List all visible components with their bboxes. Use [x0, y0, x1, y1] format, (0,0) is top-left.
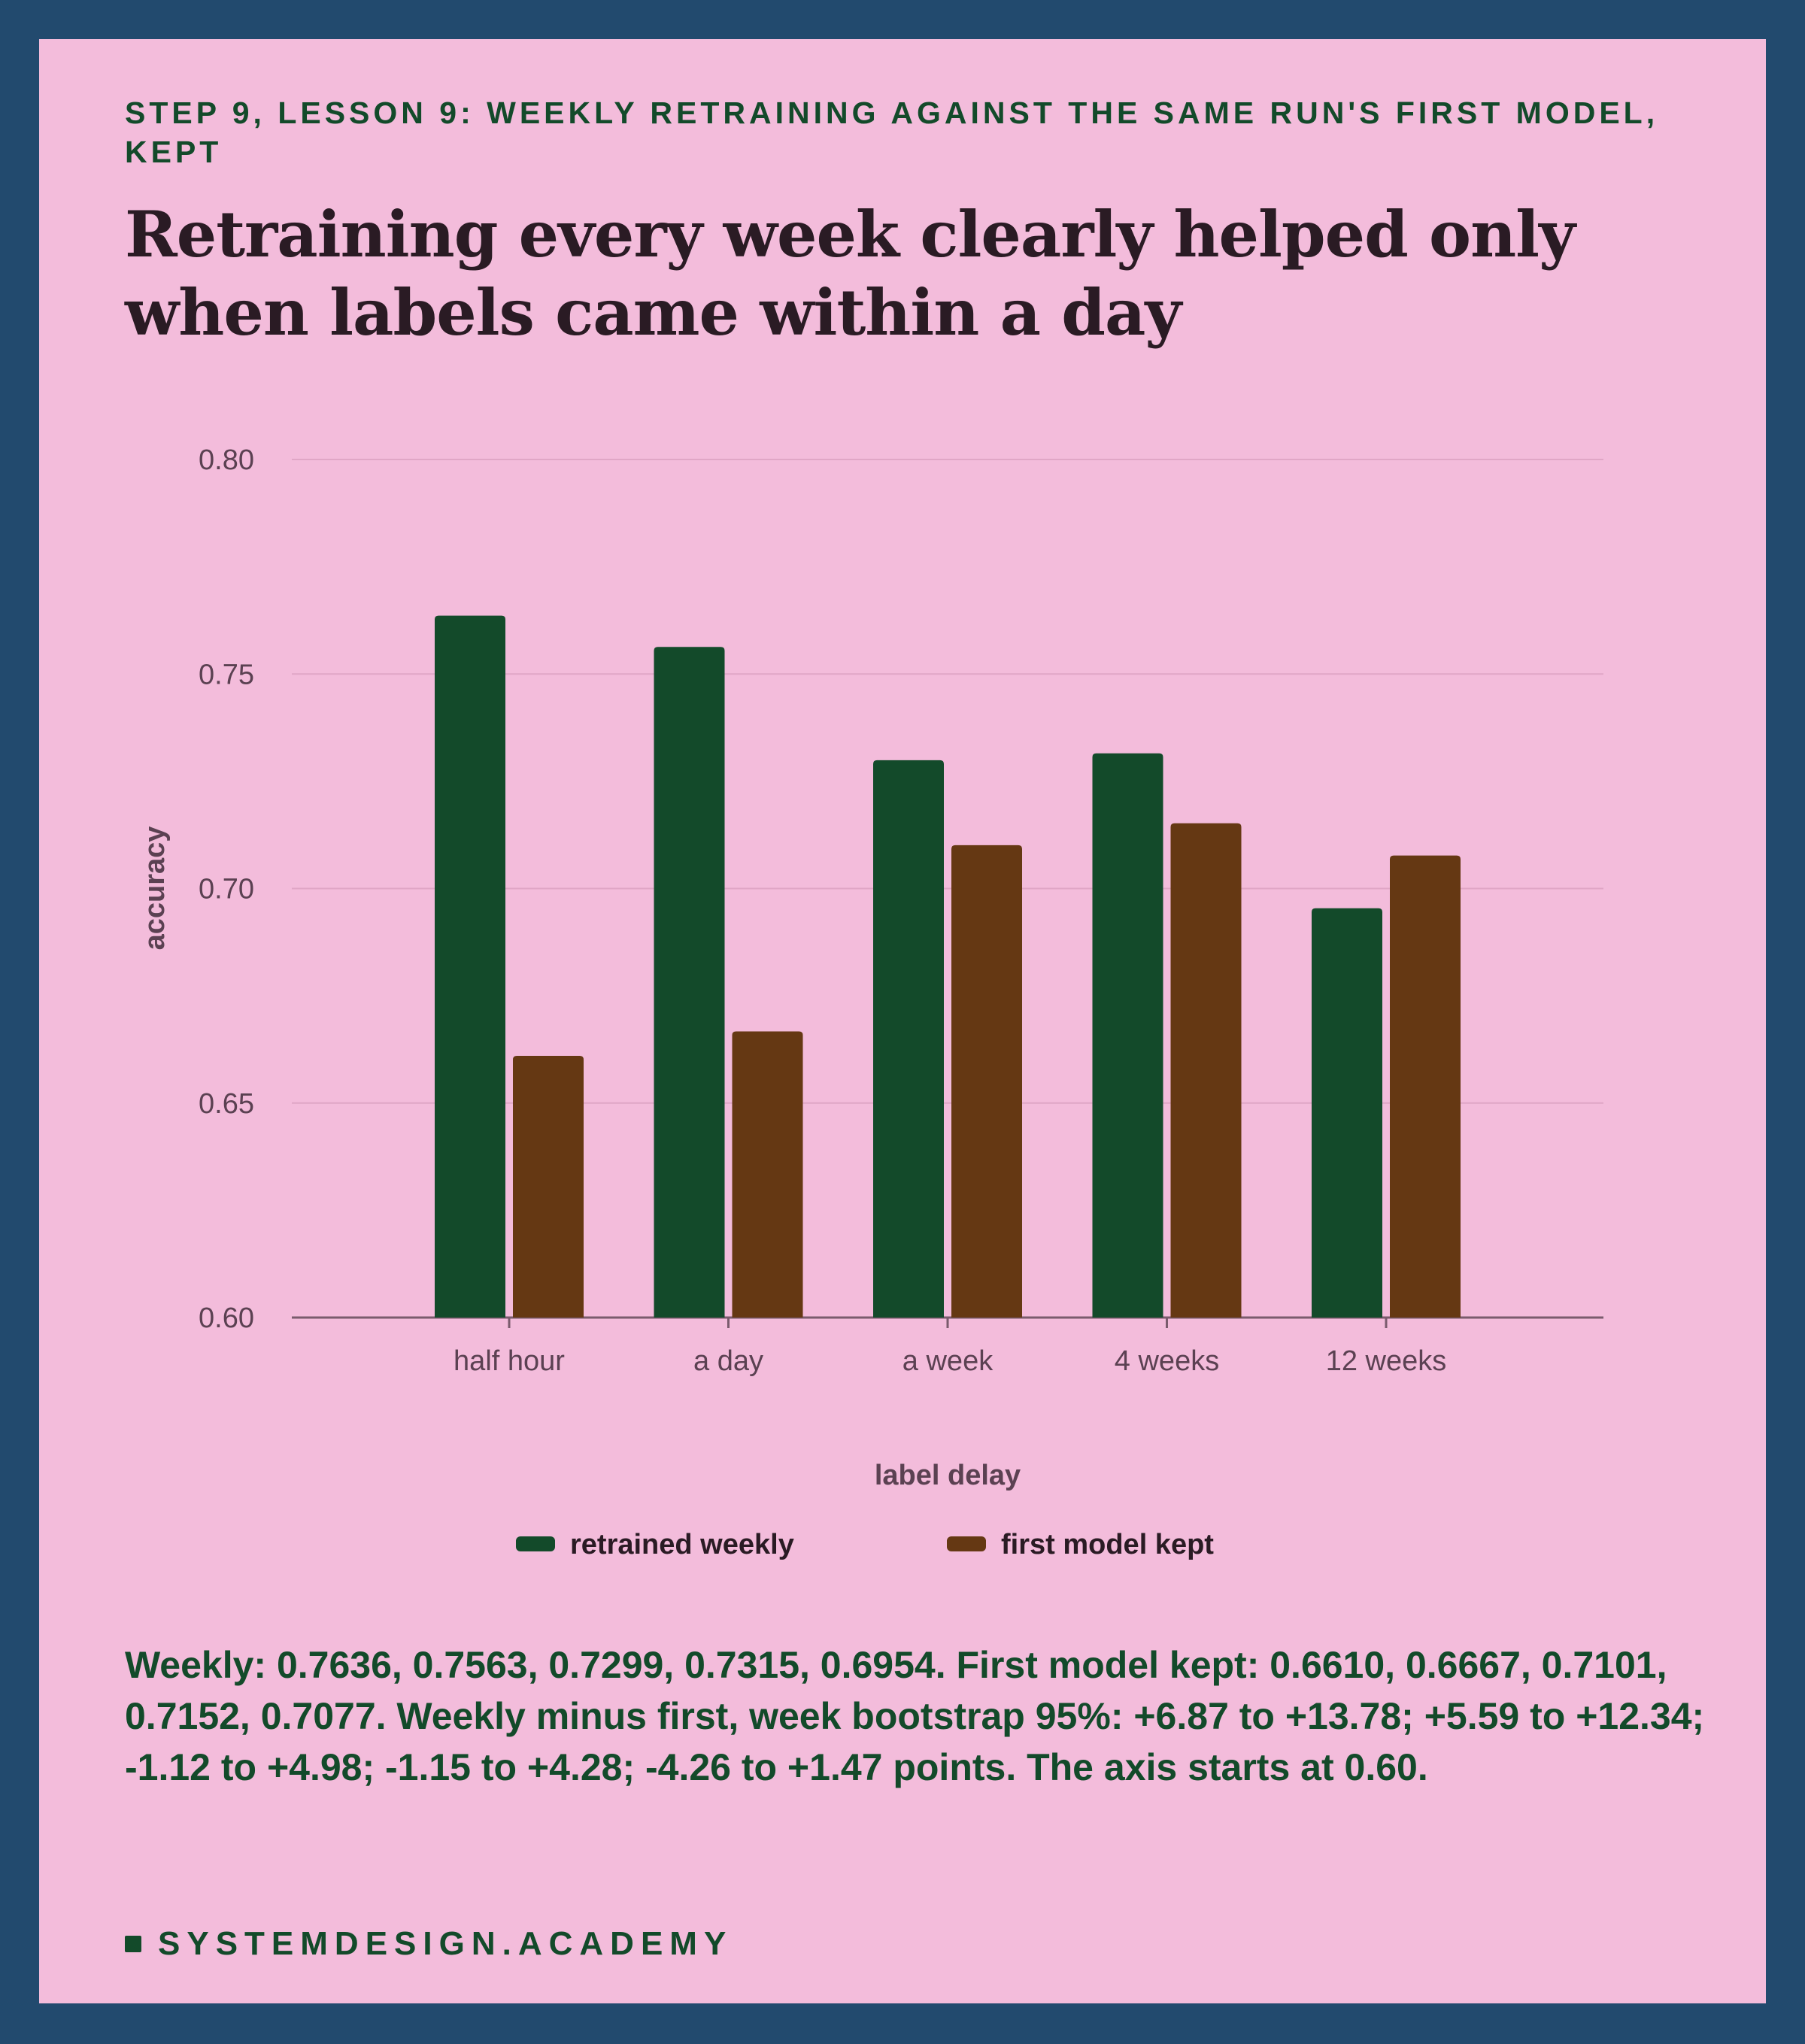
x-tick-label: half hour — [454, 1345, 565, 1377]
chart-card: STEP 9, LESSON 9: WEEKLY RETRAINING AGAI… — [39, 39, 1766, 2003]
bar-first-model-kept — [1390, 855, 1461, 1318]
y-tick-label: 0.75 — [199, 659, 254, 690]
bar-retrained-weekly — [1092, 753, 1163, 1318]
caption-text: Weekly: 0.7636, 0.7563, 0.7299, 0.7315, … — [125, 1644, 1705, 1788]
bar-first-model-kept — [732, 1031, 803, 1318]
chart-title: Retraining every week clearly helped onl… — [125, 197, 1576, 350]
bars — [435, 615, 1461, 1318]
bar-chart: 0.60 0.65 0.70 0.75 0.80 half hour a day a wee… — [139, 444, 1603, 1560]
x-axis-title: label delay — [875, 1460, 1021, 1491]
y-tick-label: 0.60 — [199, 1303, 254, 1334]
bar-retrained-weekly — [435, 615, 505, 1318]
x-tick-label: 4 weeks — [1115, 1345, 1219, 1377]
bar-first-model-kept — [1170, 823, 1242, 1318]
brand: SYSTEMDESIGN.ACADEMY — [125, 1925, 733, 1963]
bar-first-model-kept — [513, 1055, 584, 1318]
y-axis-title: accuracy — [139, 826, 171, 951]
legend-label: retrained weekly — [570, 1529, 794, 1560]
y-axis-ticks: 0.60 0.65 0.70 0.75 0.80 — [199, 444, 254, 1334]
bar-retrained-weekly — [1312, 908, 1382, 1318]
eyebrow-label: STEP 9, LESSON 9: WEEKLY RETRAINING AGAI… — [125, 96, 1659, 169]
bar-first-model-kept — [951, 845, 1022, 1318]
legend-swatch — [947, 1536, 986, 1551]
y-tick-label: 0.65 — [199, 1088, 254, 1120]
legend: retrained weekly first model kept — [516, 1529, 1214, 1560]
bar-retrained-weekly — [873, 760, 944, 1318]
y-tick-label: 0.80 — [199, 444, 254, 476]
brand-name: SYSTEMDESIGN.ACADEMY — [158, 1925, 733, 1962]
x-tick-label: 12 weeks — [1326, 1345, 1447, 1377]
x-tick-label: a day — [693, 1345, 763, 1377]
brand-mark-icon — [125, 1936, 141, 1952]
bar-retrained-weekly — [654, 647, 725, 1318]
y-tick-label: 0.70 — [199, 874, 254, 905]
x-axis-ticks: half hour a day a week 4 weeks 12 weeks — [454, 1318, 1446, 1377]
x-tick-label: a week — [902, 1345, 994, 1377]
legend-swatch — [516, 1536, 555, 1551]
legend-label: first model kept — [1001, 1529, 1214, 1560]
